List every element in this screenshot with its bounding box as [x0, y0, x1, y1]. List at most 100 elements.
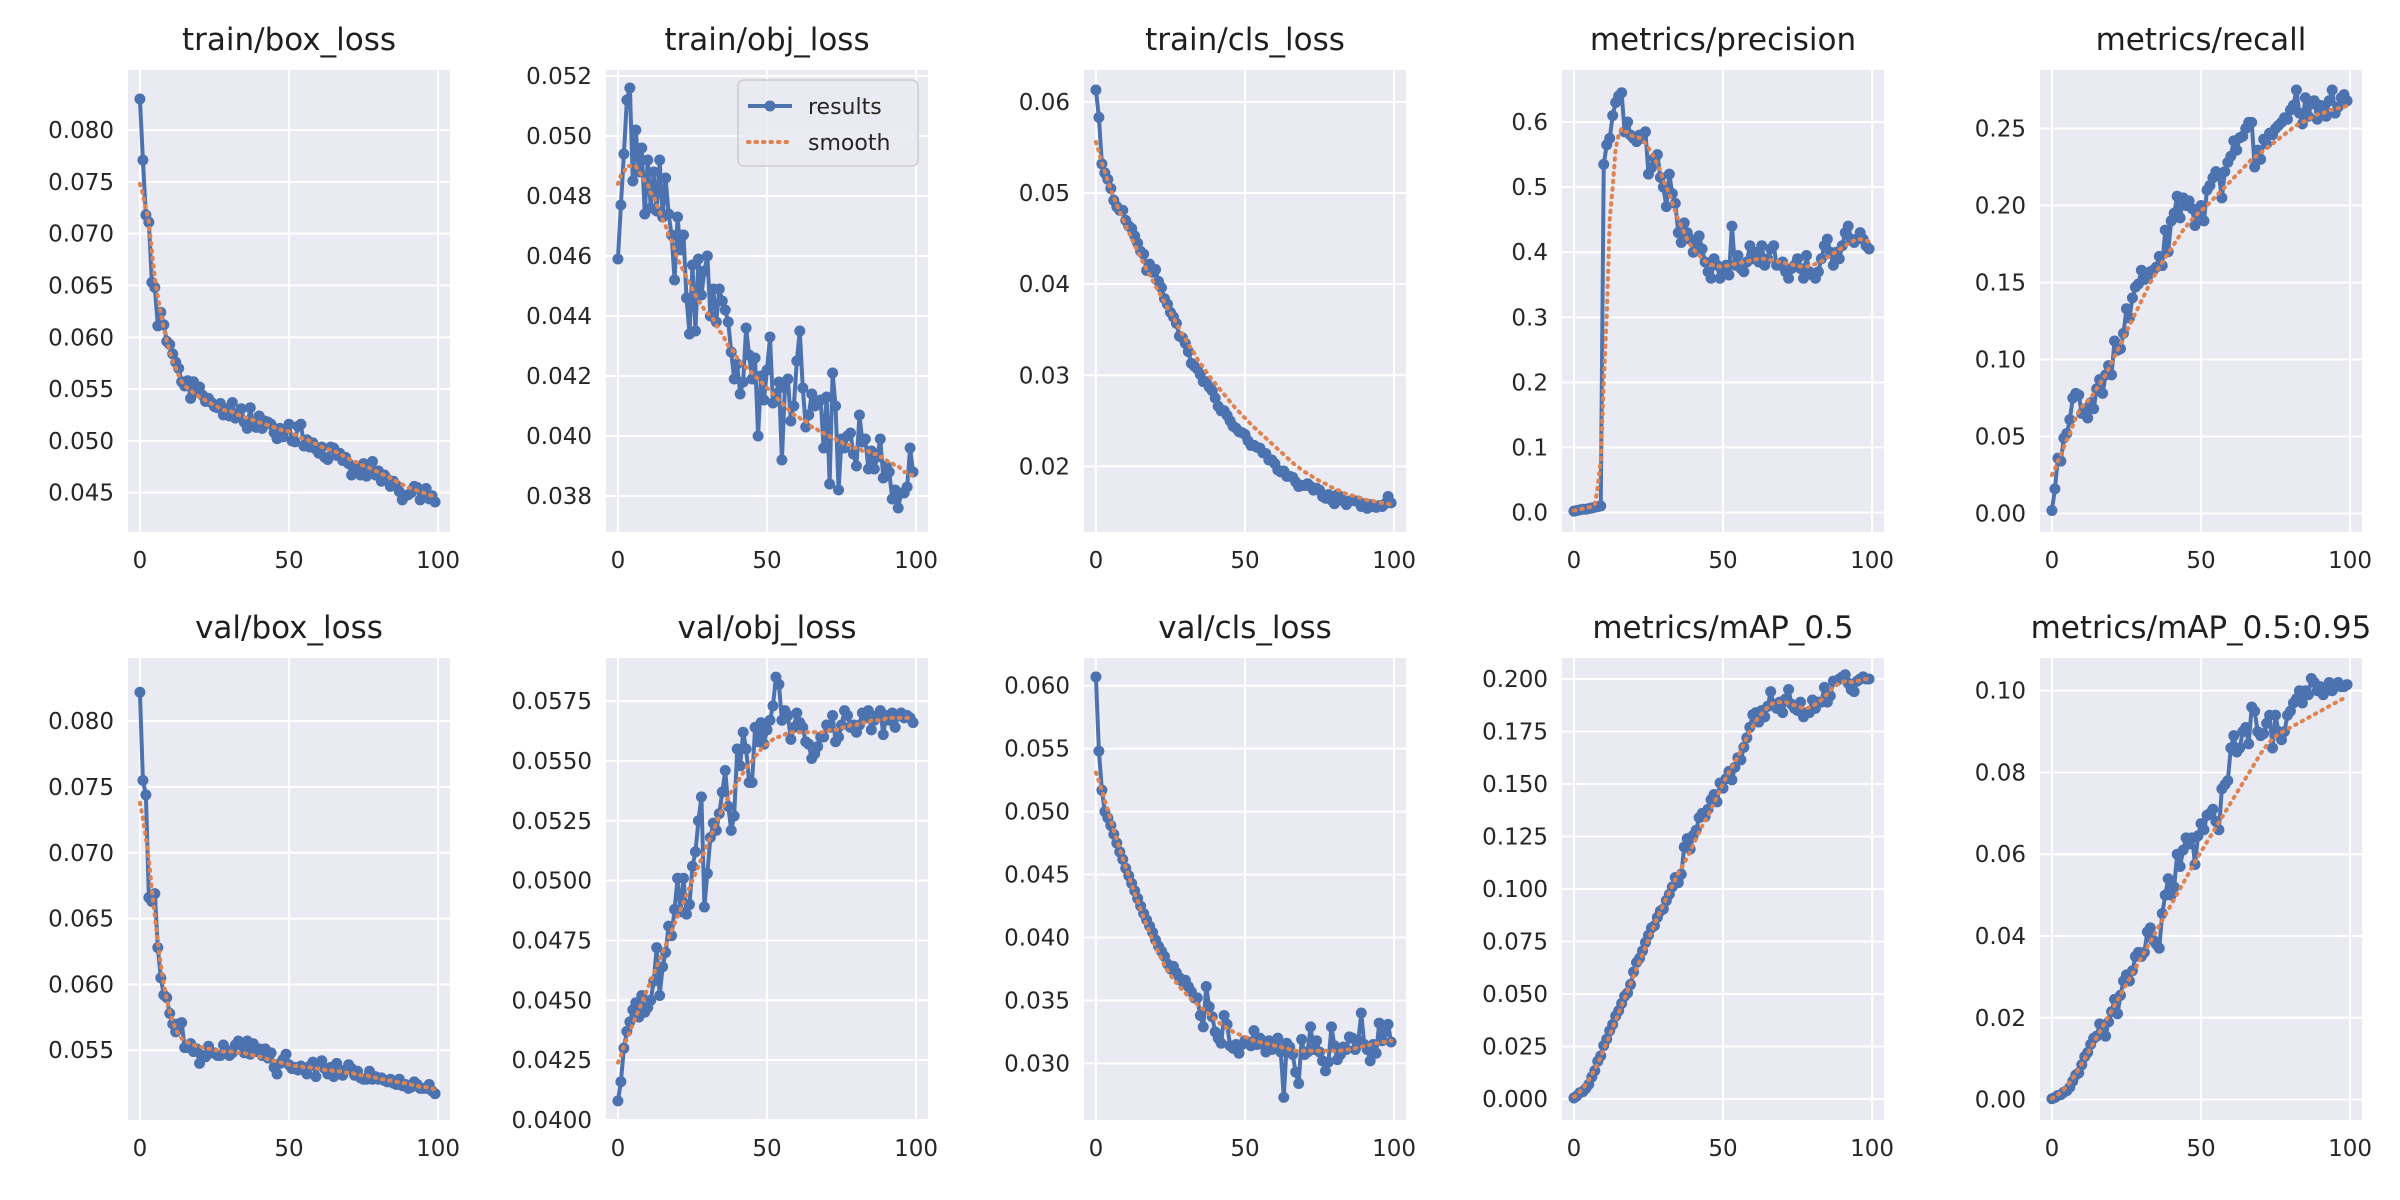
results-data-point	[740, 322, 752, 334]
results-data-point	[2267, 742, 2279, 754]
results-data-point	[672, 211, 684, 223]
y-tick-label: 0.050	[48, 429, 114, 455]
x-tick-label: 0	[1567, 1136, 1582, 1162]
y-tick-label: 0.0425	[512, 1048, 592, 1074]
y-tick-label: 0.00	[1975, 502, 2026, 528]
smooth-series-line	[1571, 124, 1872, 513]
results-data-point	[785, 415, 797, 427]
results-data-point	[761, 364, 773, 376]
results-data-point	[731, 743, 743, 755]
results-data-point	[2249, 705, 2261, 717]
results-data-point	[850, 460, 862, 472]
results-data-point	[1191, 992, 1203, 1004]
y-tick-label: 0.050	[526, 124, 592, 150]
results-data-point	[2311, 113, 2323, 125]
y-tick-label: 0.045	[48, 481, 114, 507]
results-data-point	[1355, 1007, 1367, 1019]
results-data-point	[1197, 1021, 1209, 1033]
results-data-point	[901, 481, 913, 493]
results-data-point	[1598, 158, 1610, 170]
results-data-point	[1756, 240, 1768, 252]
results-data-point	[1660, 201, 1672, 213]
results-data-point	[886, 493, 898, 505]
y-tick-label: 0.045	[1004, 863, 1070, 889]
results-data-point	[2049, 483, 2061, 495]
x-tick-label: 50	[752, 548, 781, 574]
y-tick-label: 0.055	[48, 1038, 114, 1064]
results-data-point	[734, 388, 746, 400]
chart-panel: 0 50 100 0.0 0.1 0.2 0.3 0.4 0.5 0.6 metrics/preci…	[1511, 22, 1894, 574]
y-tick-label: 0.040	[1004, 925, 1070, 951]
chart-panel: 0 50 100 0.000 0.025 0.050 0.075 0.100 0.125 0.15…	[1482, 610, 1894, 1162]
results-data-point	[1616, 87, 1628, 99]
results-data-point	[2120, 303, 2132, 315]
results-data-point	[773, 678, 785, 690]
y-tick-label: 0.052	[526, 64, 592, 90]
results-data-point	[265, 1047, 277, 1059]
results-data-point	[1732, 249, 1744, 261]
results-data-point	[1382, 1018, 1394, 1030]
y-tick-label: 0.050	[1482, 982, 1548, 1008]
smooth-series-line	[615, 715, 916, 1065]
results-data-point	[818, 442, 830, 454]
chart-title: val/box_loss	[195, 610, 383, 646]
y-tick-label: 0.25	[1975, 117, 2026, 143]
results-data-point	[716, 786, 728, 798]
results-data-point	[1818, 681, 1830, 693]
x-tick-label: 50	[1708, 1136, 1737, 1162]
results-data-point	[2064, 414, 2076, 426]
y-tick-label: 0.0550	[512, 749, 592, 775]
y-tick-label: 0.200	[1482, 667, 1548, 693]
results-data-point	[853, 409, 865, 421]
results-data-point	[821, 391, 833, 403]
results-data-point	[2126, 292, 2138, 304]
results-data-point	[785, 733, 797, 745]
results-data-point	[797, 382, 809, 394]
results-data-point	[1328, 1040, 1340, 1052]
y-tick-label: 0.065	[48, 273, 114, 299]
results-data-point	[1200, 981, 1212, 993]
results-data-point	[830, 400, 842, 412]
legend-smooth-label: smooth	[808, 131, 890, 156]
y-tick-label: 0.055	[1004, 737, 1070, 763]
y-tick-label: 0.0	[1511, 500, 1548, 526]
y-tick-label: 0.0525	[512, 809, 592, 835]
results-data-point	[2228, 730, 2240, 742]
y-tick-label: 0.044	[526, 304, 592, 330]
y-tick-label: 0.05	[1019, 181, 1070, 207]
results-data-point	[681, 908, 692, 920]
x-tick-label: 100	[894, 548, 938, 574]
results-data-point	[2249, 161, 2261, 173]
results-data-point	[803, 738, 815, 750]
x-tick-label: 50	[274, 1136, 303, 1162]
results-data-point	[728, 810, 740, 822]
results-data-point	[1735, 754, 1747, 766]
x-tick-label: 50	[1708, 548, 1737, 574]
y-tick-label: 0.000	[1482, 1087, 1548, 1113]
results-data-point	[226, 397, 238, 409]
x-tick-label: 0	[1089, 1136, 1104, 1162]
results-data-point	[630, 124, 642, 136]
results-data-point	[137, 774, 149, 786]
results-data-point	[648, 166, 660, 178]
results-data-point	[713, 283, 725, 295]
results-data-point	[2153, 250, 2165, 262]
results-data-point	[675, 244, 687, 256]
results-data-point	[1275, 1046, 1287, 1058]
results-data-point	[1726, 774, 1738, 786]
results-data-point	[2231, 144, 2243, 156]
y-tick-label: 0.04	[1975, 924, 2026, 950]
y-tick-label: 0.05	[1975, 425, 2026, 451]
results-data-point	[1248, 1025, 1260, 1037]
results-data-point	[844, 427, 856, 439]
results-data-point	[1215, 1037, 1227, 1049]
y-tick-label: 0.048	[526, 184, 592, 210]
results-data-point	[1821, 233, 1833, 245]
results-data-point	[847, 448, 859, 460]
results-data-point	[1693, 230, 1705, 242]
results-data-point	[2296, 697, 2308, 709]
results-data-point	[1777, 707, 1789, 719]
results-data-point	[818, 731, 830, 743]
results-data-point	[621, 94, 633, 106]
